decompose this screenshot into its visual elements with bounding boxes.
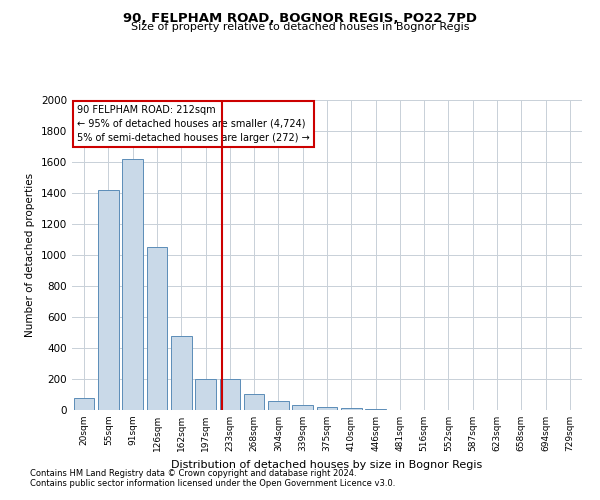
X-axis label: Distribution of detached houses by size in Bognor Regis: Distribution of detached houses by size …: [172, 460, 482, 469]
Text: 90, FELPHAM ROAD, BOGNOR REGIS, PO22 7PD: 90, FELPHAM ROAD, BOGNOR REGIS, PO22 7PD: [123, 12, 477, 26]
Bar: [341, 408, 362, 410]
Bar: [122, 159, 143, 410]
Bar: [171, 336, 191, 410]
Bar: [74, 398, 94, 410]
Bar: [98, 190, 119, 410]
Bar: [268, 402, 289, 410]
Bar: [317, 407, 337, 410]
Text: Size of property relative to detached houses in Bognor Regis: Size of property relative to detached ho…: [131, 22, 469, 32]
Bar: [292, 406, 313, 410]
Y-axis label: Number of detached properties: Number of detached properties: [25, 173, 35, 337]
Bar: [220, 379, 240, 410]
Text: Contains public sector information licensed under the Open Government Licence v3: Contains public sector information licen…: [30, 478, 395, 488]
Text: 90 FELPHAM ROAD: 212sqm
← 95% of detached houses are smaller (4,724)
5% of semi-: 90 FELPHAM ROAD: 212sqm ← 95% of detache…: [77, 104, 310, 142]
Text: Contains HM Land Registry data © Crown copyright and database right 2024.: Contains HM Land Registry data © Crown c…: [30, 468, 356, 477]
Bar: [146, 247, 167, 410]
Bar: [244, 394, 265, 410]
Bar: [195, 379, 216, 410]
